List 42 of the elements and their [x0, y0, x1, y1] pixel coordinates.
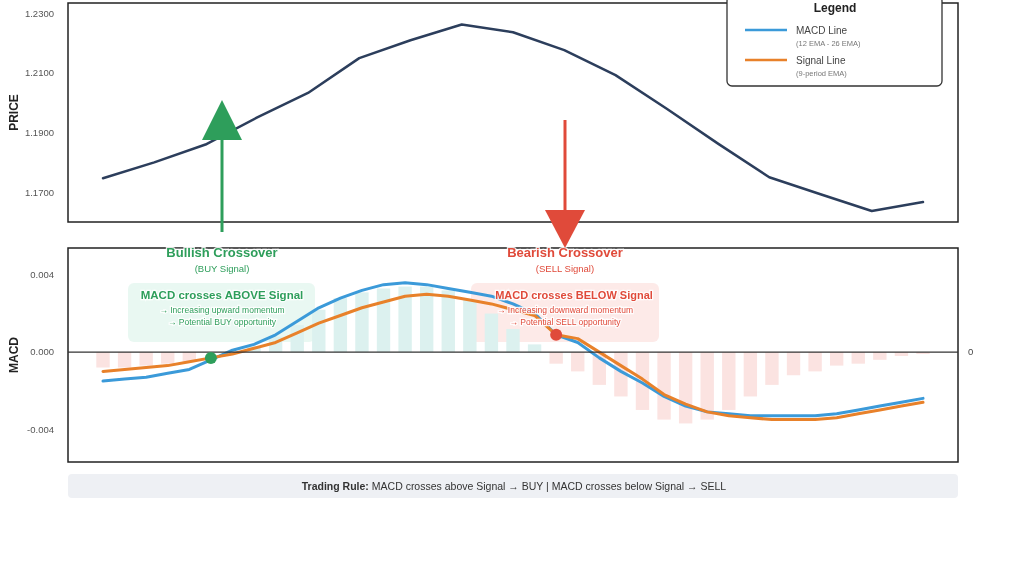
y-tick-label: 1.1900: [24, 126, 54, 138]
bar: [484, 313, 499, 353]
bar: [700, 352, 714, 420]
bar: [376, 288, 391, 353]
annotation: MACD crosses ABOVE Signal: [140, 289, 304, 301]
bar: [765, 352, 779, 385]
y-tick-label: 1.2300: [24, 7, 54, 19]
y-axis-title: MACD: [7, 336, 21, 373]
bar: [463, 300, 477, 353]
y-tick-label: -0.004: [27, 423, 54, 435]
annotation: Bullish Crossover: [166, 245, 278, 260]
annotation: (BUY Signal): [194, 263, 250, 274]
bar: [420, 286, 434, 353]
bar: [830, 352, 844, 366]
bar: [571, 352, 585, 372]
bar: [549, 352, 563, 364]
text: Trading Rule: MACD crosses above Signal → BUY | MACD crosses below Signal → SELL: [301, 480, 727, 492]
y-tick-label: 1.1700: [24, 186, 54, 198]
bar: [786, 352, 801, 376]
bar: [441, 290, 455, 353]
annotation: (SELL Signal): [535, 263, 595, 274]
bar: [722, 352, 736, 410]
y-axis-title: PRICE: [7, 94, 21, 131]
legend-title: Legend: [813, 1, 857, 15]
bar: [808, 352, 822, 372]
bar: [743, 352, 758, 397]
bar: [96, 352, 110, 368]
line-series: [101, 23, 925, 213]
annotation: → Increasing upward momentum: [159, 305, 285, 315]
y-tick-label: 0.000: [30, 346, 54, 358]
ref-line-label: 0: [968, 346, 974, 358]
y-tick-label: 1.2100: [24, 67, 54, 79]
annotation: Bearish Crossover: [507, 245, 623, 260]
bar: [355, 292, 369, 353]
y-tick-label: 0.004: [30, 269, 54, 281]
bar: [398, 286, 412, 353]
annotation: MACD crosses BELOW Signal: [495, 289, 653, 301]
bar: [506, 328, 520, 353]
bar: [117, 352, 132, 368]
annotation: → Potential BUY opportunity: [167, 317, 277, 327]
bar: [851, 352, 865, 364]
bar: [139, 352, 153, 366]
